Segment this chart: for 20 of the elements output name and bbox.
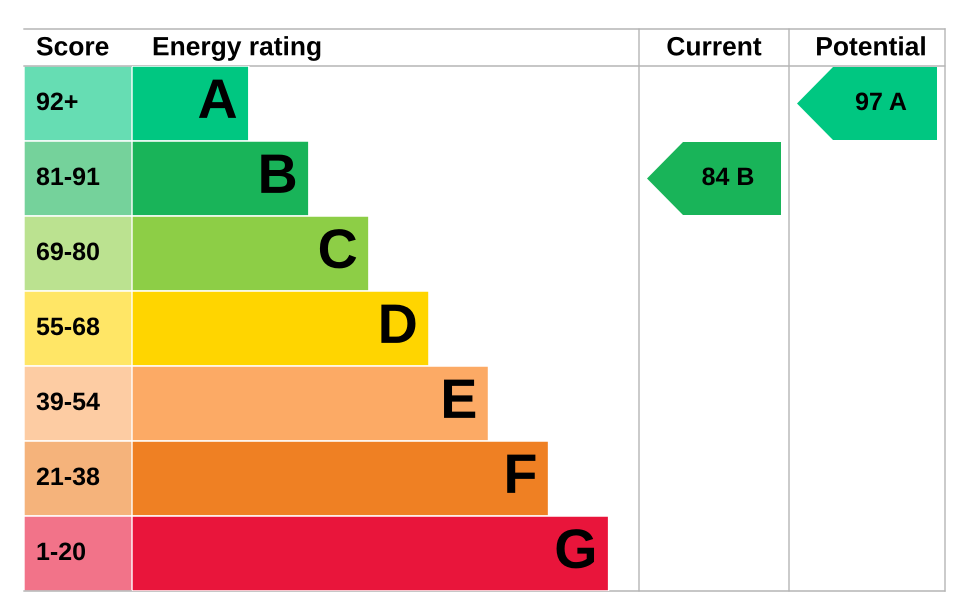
text: Current (667, 36, 762, 56)
y-tick-label: B (261, 154, 296, 193)
y-tick-label: G (556, 529, 594, 568)
text: 84 B (702, 168, 754, 186)
text: 39-54 (36, 392, 100, 410)
y-tick-label: F (507, 454, 536, 493)
text: 55-68 (36, 318, 100, 336)
text: Score (36, 36, 108, 56)
text: 21-38 (36, 468, 100, 486)
text: 69-80 (36, 242, 99, 260)
text: Energy rating (154, 36, 320, 61)
y-tick-label: C (320, 229, 356, 268)
text: 97 A (856, 92, 906, 110)
y-tick-label: A (198, 80, 236, 118)
text: 1-20 (38, 542, 86, 560)
y-tick-label: D (381, 304, 416, 343)
y-tick-label: E (444, 380, 476, 418)
text: 92+ (36, 92, 78, 110)
text: 81-91 (36, 168, 100, 186)
text: Potential (817, 36, 925, 56)
